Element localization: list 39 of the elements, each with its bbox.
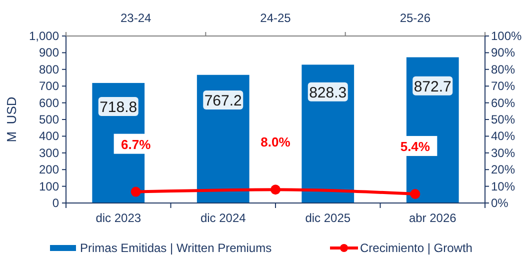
data-label: 5.4%	[400, 138, 430, 154]
legend-label: Primas Emitidas | Written Premiums	[80, 241, 272, 255]
y2-tick-label: 10%	[491, 179, 516, 194]
y2-tick-label: 0%	[491, 196, 509, 210]
y-tick-label: 500	[38, 112, 60, 126]
x-tick-label: abr 2026	[408, 211, 457, 225]
y2-tick-label: 70%	[491, 79, 516, 94]
legend-label: Crecimiento | Growth	[360, 241, 472, 255]
y-tick-label: 100	[38, 179, 60, 194]
y2-tick-label: 80%	[491, 62, 516, 76]
y-tick-label: 600	[38, 96, 60, 110]
data-label: 872.7	[414, 78, 452, 96]
x-tick-label: 24-25	[260, 11, 292, 25]
y-tick-label: 900	[38, 46, 60, 60]
x-tick-label: dic 2023	[96, 211, 142, 225]
y2-tick-label: 90%	[491, 46, 516, 60]
y2-tick-label: 20%	[491, 162, 516, 177]
y-tick-label: 300	[38, 146, 60, 160]
data-label: 6.7%	[121, 136, 152, 152]
data-label: 8.0%	[260, 134, 291, 150]
y-tick-label: 200	[38, 162, 60, 177]
y-tick-label: 1,000	[28, 29, 60, 43]
x-tick-label: 25-26	[400, 11, 431, 25]
y-tick-label: 800	[38, 62, 60, 76]
x-tick-label: 23-24	[120, 11, 152, 25]
y2-tick-label: 30%	[491, 146, 516, 160]
y2-tick-label: 60%	[491, 96, 516, 110]
data-label: 828.3	[309, 84, 347, 102]
data-label: 767.2	[204, 92, 242, 110]
x-tick-label: dic 2025	[305, 211, 351, 225]
y-axis-title: M USD	[4, 96, 19, 142]
x-tick-label: dic 2024	[200, 211, 246, 225]
data-label: 718.8	[100, 98, 138, 116]
y2-tick-label: 50%	[491, 112, 516, 126]
y-tick-label: 700	[38, 79, 60, 94]
y2-tick-label: 100%	[491, 29, 522, 43]
y-tick-label: 400	[38, 129, 60, 144]
y-tick-label: 0	[52, 196, 60, 210]
y2-tick-label: 40%	[491, 129, 516, 144]
